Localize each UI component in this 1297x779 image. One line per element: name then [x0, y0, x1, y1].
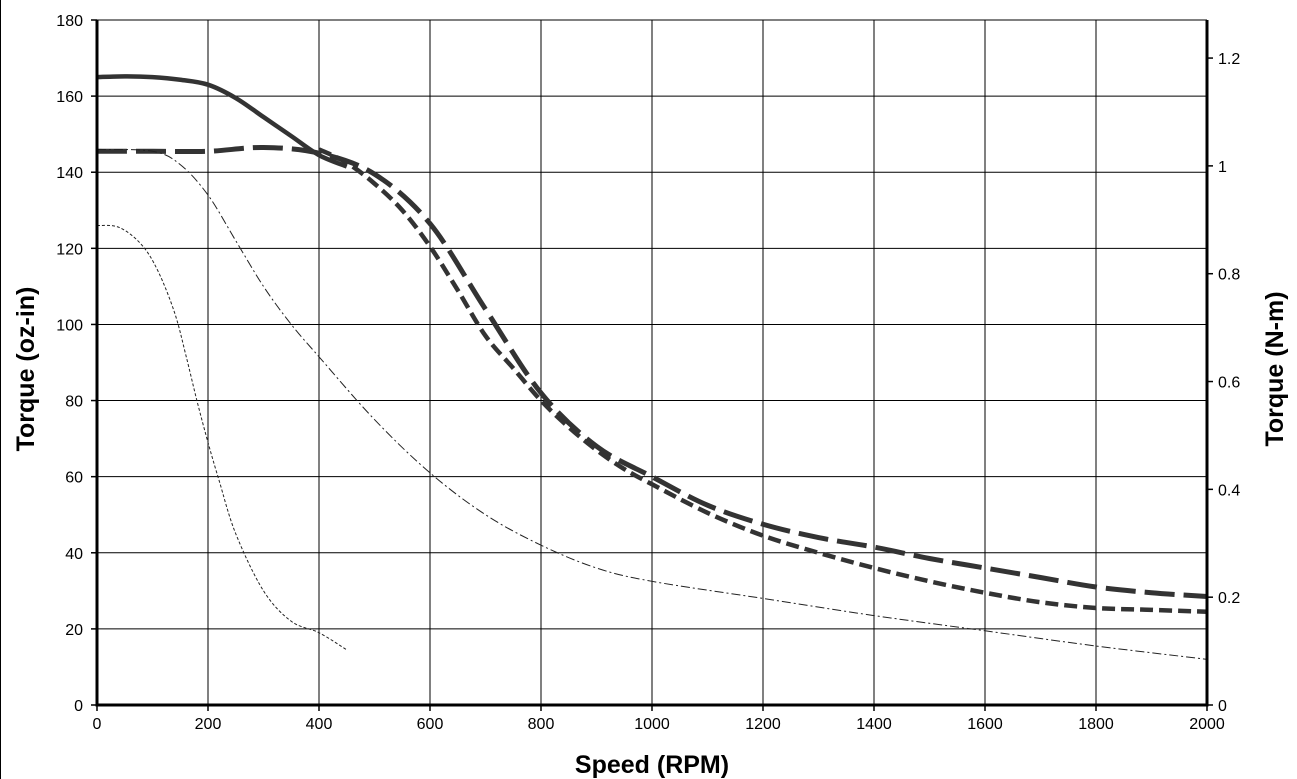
y-tick-label: 100 [56, 317, 83, 334]
x-tick-label: 1000 [634, 716, 670, 733]
series-line-1 [96, 74, 348, 169]
y2-tick-label: 0.4 [1218, 482, 1240, 499]
y-tick-label: 80 [65, 394, 83, 411]
y-tick-labels: 0 20 40 60 80 100 120 140 160 180 [56, 13, 83, 715]
x-tick-label: 1400 [856, 716, 892, 733]
y2-tick-label: 0 [1218, 698, 1227, 715]
x-tick-label: 1200 [745, 716, 781, 733]
series-layer [96, 74, 1208, 660]
x-tick-label: 1800 [1078, 716, 1114, 733]
series-line-2 [97, 144, 1208, 600]
y-tick-label: 40 [65, 546, 83, 563]
y-tick-label: 0 [74, 698, 83, 715]
y-tick-label: 60 [65, 470, 83, 487]
y2-tick-labels: 0 0.2 0.4 0.6 0.8 1 1.2 [1218, 51, 1240, 715]
x-tick-label: 0 [93, 716, 102, 733]
y-tick-label: 20 [65, 622, 83, 639]
y-tick-label: 140 [56, 165, 83, 182]
grid-lines [97, 19, 1207, 705]
x-tick-label: 600 [417, 716, 444, 733]
y2-tick-label: 1 [1218, 159, 1227, 176]
x-tick-label: 800 [528, 716, 555, 733]
y2-tick-label: 1.2 [1218, 51, 1240, 68]
series-line-4 [96, 148, 1208, 660]
y-axis-title: Torque (oz-in) [12, 287, 40, 452]
y2-axis-title: Torque (N-m) [1261, 291, 1289, 446]
series-line-3 [318, 147, 1208, 615]
y-tick-label: 120 [56, 241, 83, 258]
x-tick-label: 2000 [1189, 716, 1225, 733]
y-tick-label: 160 [56, 89, 83, 106]
y2-tick-label: 0.8 [1218, 267, 1240, 284]
x-tick-label: 200 [195, 716, 222, 733]
y2-tick-label: 0.6 [1218, 375, 1240, 392]
x-tick-label: 1600 [967, 716, 1003, 733]
y2-tick-label: 0.2 [1218, 590, 1240, 607]
y-tick-label: 180 [56, 13, 83, 30]
axes-layer [91, 19, 1213, 711]
x-tick-label: 400 [306, 716, 333, 733]
x-axis-title: Speed (RPM) [575, 751, 729, 779]
x-tick-labels: 0 200 400 600 800 1000 1200 1400 1600 1800 2000 [93, 716, 1225, 733]
